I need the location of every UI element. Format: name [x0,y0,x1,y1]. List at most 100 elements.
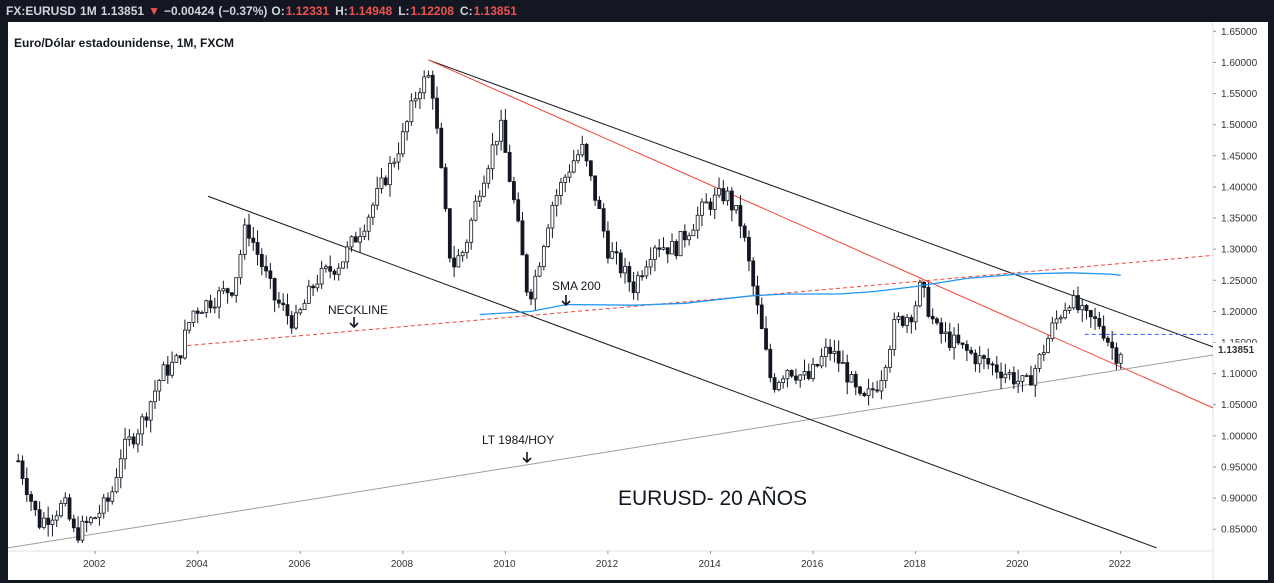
candle-body [862,392,867,396]
candle-body [794,375,798,381]
candle-body [802,371,807,376]
big-chart-label: EURUSD- 20 AÑOS [618,486,807,510]
candle-body [234,277,239,296]
candle-body [695,214,700,231]
x-tick-label: 2020 [1006,559,1029,570]
y-tick-label: 0.85000 [1221,525,1258,536]
candle-body [900,316,905,326]
candle-body [1037,353,1042,369]
drawing-lines [7,59,1214,549]
candle-body [165,364,170,376]
candle-body [524,254,529,293]
candle-body [550,205,555,229]
candle-body [494,140,499,146]
candle-body [977,355,982,365]
candle-body [200,312,204,314]
candle-body [54,515,59,521]
candle-body [289,315,294,329]
candle-body [264,266,268,272]
candle-body [738,205,743,227]
candle-body [1011,372,1016,385]
candle-body [776,382,781,390]
candle-body [430,74,435,99]
candle-body [409,100,414,123]
candle-body [614,251,619,254]
candle-body [883,366,888,381]
candle-body [212,306,217,309]
candle-body [319,267,324,285]
candle-body [345,246,350,263]
candle-body [418,92,422,100]
candle-body [665,247,670,255]
candle-body [140,416,145,435]
candle-body [294,312,298,329]
candle-body [110,491,115,502]
candle-body [930,315,935,320]
candle-body [456,255,461,268]
candle-body [447,208,452,259]
candle-body [597,199,602,210]
candle-body [588,160,593,177]
x-tick-label: 2004 [186,559,209,570]
candle-body [443,167,448,210]
candle-body [554,195,559,206]
y-tick-label: 1.45000 [1221,151,1258,162]
candle-body [888,349,892,368]
candle-body [174,355,179,363]
arrow-down-icon [522,452,532,464]
y-tick-label: 1.35000 [1221,214,1258,225]
candle-body [1084,304,1089,311]
symbol-name[interactable]: FX:EURUSD [6,4,77,18]
candle-body [204,300,209,313]
candle-body [114,477,119,493]
candle-body [601,208,606,232]
triangle-down-icon: ▼ [148,4,160,18]
candle-body [986,358,991,365]
candle-body [529,291,533,300]
candle-body [1080,304,1085,311]
candle-body [400,131,405,155]
candle-body [580,143,585,156]
open-value: 1.12331 [285,4,330,18]
candle-body [999,371,1003,379]
candle-body [512,181,516,201]
candle-body [712,194,717,210]
candle-body [247,224,251,239]
candle-body [768,348,773,379]
candle-body [747,236,751,262]
interval-label[interactable]: 1M [80,4,97,18]
price-chart[interactable]: 1.65000 1.60000 1.55000 1.50000 1.45000 1.400… [0,22,1274,583]
candle-body [917,281,922,307]
candle-body [1029,375,1033,386]
y-tick-label: 1.25000 [1221,276,1258,287]
candle-body [994,364,999,373]
candle-body [593,175,598,201]
candle-body [563,176,568,183]
x-tick-label: 2008 [391,559,414,570]
candle-body [640,275,645,278]
candle-body [1114,347,1119,364]
candle-body [687,235,692,241]
candle-body [533,275,538,300]
candle-body [435,97,439,129]
y-tick-label: 1.60000 [1221,58,1258,69]
candle-body [764,328,768,350]
candle-body [896,316,901,320]
candle-body [324,266,328,269]
candle-body [507,152,512,182]
neckline-line [187,254,1214,347]
candle-body [221,288,226,292]
candle-body [375,188,380,206]
candle-body [704,201,709,204]
high-value: 1.14948 [348,4,393,18]
candle-body [144,416,149,421]
frame-right [1268,22,1274,583]
candle-body [353,236,358,243]
candle-body [541,246,546,267]
change-percent: (−0.37%) [218,4,268,18]
candle-body [1067,307,1072,311]
candle-body [16,460,21,463]
candle-body [358,236,362,243]
candle-body [46,517,51,525]
candle-body [118,458,123,479]
